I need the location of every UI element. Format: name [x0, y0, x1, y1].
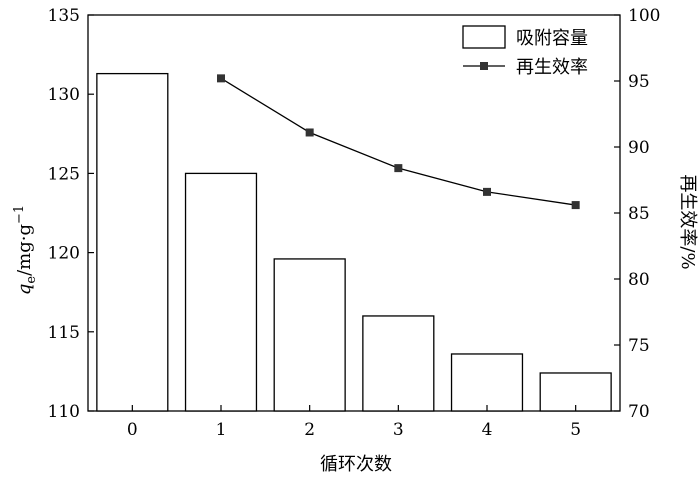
- y-left-tick-label: 115: [48, 323, 80, 343]
- y-right-tick-label: 70: [628, 402, 650, 422]
- y-left-tick-label: 110: [48, 402, 80, 422]
- y-left-symbol: q: [14, 284, 35, 296]
- x-tick-label: 1: [216, 420, 227, 440]
- x-tick-label: 0: [127, 420, 138, 440]
- bar-1: [184, 172, 258, 412]
- y-right-tick-label: 95: [628, 72, 650, 92]
- y-right-tick-label: 100: [628, 6, 660, 26]
- y-axis-left-title: qe/mg·g−1: [12, 205, 39, 295]
- x-tick-label: 2: [304, 420, 315, 440]
- y-left-tick-label: 130: [48, 85, 80, 105]
- legend-bar-swatch: [462, 25, 506, 49]
- regeneration-point: [217, 74, 225, 83]
- legend: 吸附容量 再生效率: [462, 25, 588, 78]
- y-right-tick-label: 80: [628, 270, 650, 290]
- legend-line-marker: [480, 62, 488, 70]
- y-left-superscript: −1: [12, 205, 27, 224]
- bar-4: [450, 353, 524, 412]
- bar-3: [362, 315, 435, 412]
- ticks: 110 115 120 125 130 135 70 75 80 85 90 95 100 0 1 2 3 4 5: [48, 6, 661, 440]
- regeneration-point: [483, 187, 491, 196]
- legend-bar-label: 吸附容量: [516, 28, 588, 49]
- y-right-tick-label: 85: [628, 204, 650, 224]
- y-left-tick-label: 125: [48, 164, 80, 184]
- y-right-tick-label: 90: [628, 138, 650, 158]
- y-left-subscript: e: [24, 276, 39, 284]
- bar-0: [96, 72, 169, 412]
- bars: [96, 72, 612, 412]
- x-tick-label: 3: [393, 420, 404, 440]
- y-left-tick-label: 135: [48, 6, 80, 26]
- regeneration-line: [220, 77, 576, 206]
- x-tick-label: 4: [482, 420, 493, 440]
- legend-line-label: 再生效率: [516, 57, 588, 78]
- line-series: [217, 74, 580, 210]
- bar-2: [273, 258, 346, 412]
- y-right-tick-label: 75: [628, 336, 650, 356]
- regeneration-point: [394, 164, 403, 173]
- y-axis-right-title: 再生效率/%: [677, 174, 698, 269]
- y-left-unit: /mg·g: [14, 224, 35, 276]
- regeneration-point: [571, 201, 580, 210]
- y-left-tick-label: 120: [48, 244, 80, 264]
- x-axis-title: 循环次数: [320, 454, 392, 475]
- regeneration-point: [305, 128, 314, 137]
- x-tick-label: 5: [570, 420, 581, 440]
